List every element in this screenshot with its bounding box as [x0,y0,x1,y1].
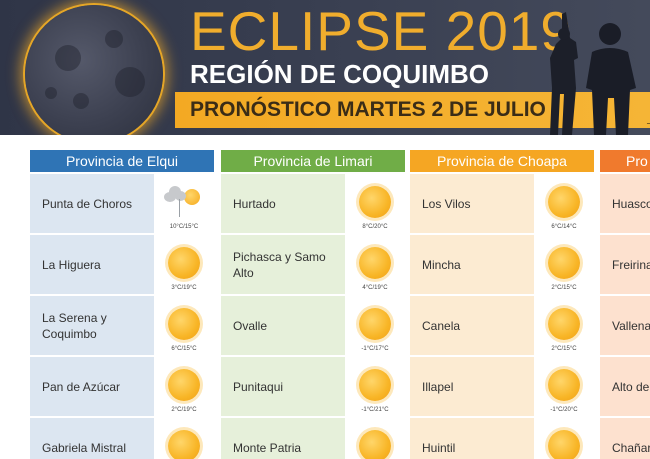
sun-icon [548,247,580,279]
city-row: La Serena y Coquimbo 6°C/15°C [30,296,214,357]
city-row: Ovalle -1°C/17°C [221,296,405,357]
eclipse-banner: ECLIPSE 2019 REGIÓN DE COQUIMBO PRONÓSTI… [0,0,650,135]
province-column: Provincia de Choapa Los Vilos 6°C/14°C Minc… [410,150,594,459]
city-name: Punta de Choros [42,196,133,211]
province-header: Provincia de Elqui [30,150,214,172]
temperature-range: 2°C/19°C [171,407,197,413]
sun-icon [359,247,391,279]
weather-cell: -1°C/21°C [345,357,405,416]
sun-icon [548,430,580,459]
city-row: Vallena [600,296,650,357]
eclipse-moon-icon [25,5,163,135]
city-row: Gabriela Mistral [30,418,214,459]
city-row: Huintil [410,418,594,459]
sun-icon [168,430,200,459]
temperature-range: 3°C/19°C [171,285,197,291]
weather-cell: -1°C/17°C [345,296,405,355]
city-row: La Higuera 3°C/19°C [30,235,214,296]
city-row: Mincha 2°C/15°C [410,235,594,296]
city-name: Vallena [612,318,650,333]
temperature-range: -1°C/20°C [550,407,578,413]
city-name: Hurtado [233,196,276,211]
province-column: Pro Huasco Freirina Vallena Alto de Chañar Ac… [600,150,650,459]
sun-icon [548,308,580,340]
city-row: Canela 2°C/15°C [410,296,594,357]
weather-cell: 2°C/15°C [534,296,594,355]
city-name: Ovalle [233,318,268,333]
temperature-range: 2°C/15°C [551,285,577,291]
sun-icon [359,430,391,459]
temperature-range: 2°C/15°C [551,346,577,352]
city-row: Illapel -1°C/20°C [410,357,594,418]
city-name: Canela [422,318,461,333]
city-row: Freirina [600,235,650,296]
city-row: Hurtado 8°C/20°C [221,174,405,235]
city-row: Punitaqui -1°C/21°C [221,357,405,418]
forecast-date: PRONÓSTICO MARTES 2 DE JULIO [190,98,546,121]
temperature-range: 6°C/14°C [551,224,577,230]
weather-cell: 10°C/15°C [154,174,214,233]
province-header: Provincia de Choapa [410,150,594,172]
temperature-range: 8°C/20°C [362,224,388,230]
city-name: Pichasca y Samo Alto [233,249,326,280]
temperature-range: 6°C/15°C [171,346,197,352]
city-row: Pan de Azúcar 2°C/19°C [30,357,214,418]
weather-cell: 8°C/20°C [345,174,405,233]
weather-cell: 3°C/19°C [154,235,214,294]
weather-cell: 2°C/19°C [154,357,214,416]
city-name: Los Vilos [422,196,471,211]
svg-text:→: → [644,113,650,129]
province-header: Provincia de Limari [221,150,405,172]
city-name: Huintil [422,440,456,455]
banner-region: REGIÓN DE COQUIMBO [190,59,490,89]
sun-icon [548,369,580,401]
sun-icon [359,186,391,218]
city-row: Huasco [600,174,650,235]
weather-cell: 6°C/15°C [154,296,214,355]
city-name: Illapel [422,379,454,394]
province-column: Provincia de Limari Hurtado 8°C/20°C Pichas… [221,150,405,459]
city-name: Huasco [612,196,650,211]
sun-icon [168,247,200,279]
sun-icon [359,369,391,401]
city-row: Chañar Aceitun [600,418,650,459]
weather-cell: 2°C/15°C [534,235,594,294]
weather-cell: -1°C/20°C [534,357,594,416]
city-name: Pan de Azúcar [42,379,121,394]
weather-cell [154,418,214,459]
weather-cell: 4°C/19°C [345,235,405,294]
province-column: Provincia de Elqui Punta de Choros 10°C/15… [30,150,214,459]
people-silhouette-icon: → [550,12,650,135]
weather-cell: 6°C/14°C [534,174,594,233]
sun-icon [168,308,200,340]
city-row: Pichasca y Samo Alto 4°C/19°C [221,235,405,296]
city-name: Alto de [612,379,650,394]
temperature-range: 10°C/15°C [169,224,199,230]
sun-icon [548,186,580,218]
sun-icon [359,308,391,340]
weather-cell [345,418,405,459]
city-row: Alto de [600,357,650,418]
city-name: Chañar Aceitun [612,440,650,455]
temperature-range: -1°C/17°C [361,346,389,352]
temperature-range: 4°C/19°C [362,285,388,291]
city-row: Los Vilos 6°C/14°C [410,174,594,235]
city-name: Gabriela Mistral [42,440,127,455]
city-row: Monte Patria [221,418,405,459]
city-name: Punitaqui [233,379,284,394]
forecast-grid: Provincia de Elqui Punta de Choros 10°C/15… [0,135,650,459]
city-name: Monte Patria [233,440,302,455]
banner-title: ECLIPSE 2019 [190,0,572,62]
sun-icon [168,369,200,401]
city-name: Freirina [612,257,650,272]
temperature-range: -1°C/21°C [361,407,389,413]
city-row: Punta de Choros 10°C/15°C [30,174,214,235]
weather-cell [534,418,594,459]
city-name: Mincha [422,257,461,272]
city-name: La Higuera [42,257,101,272]
city-name: La Serena y Coquimbo [42,310,107,341]
province-header: Pro [600,150,650,172]
